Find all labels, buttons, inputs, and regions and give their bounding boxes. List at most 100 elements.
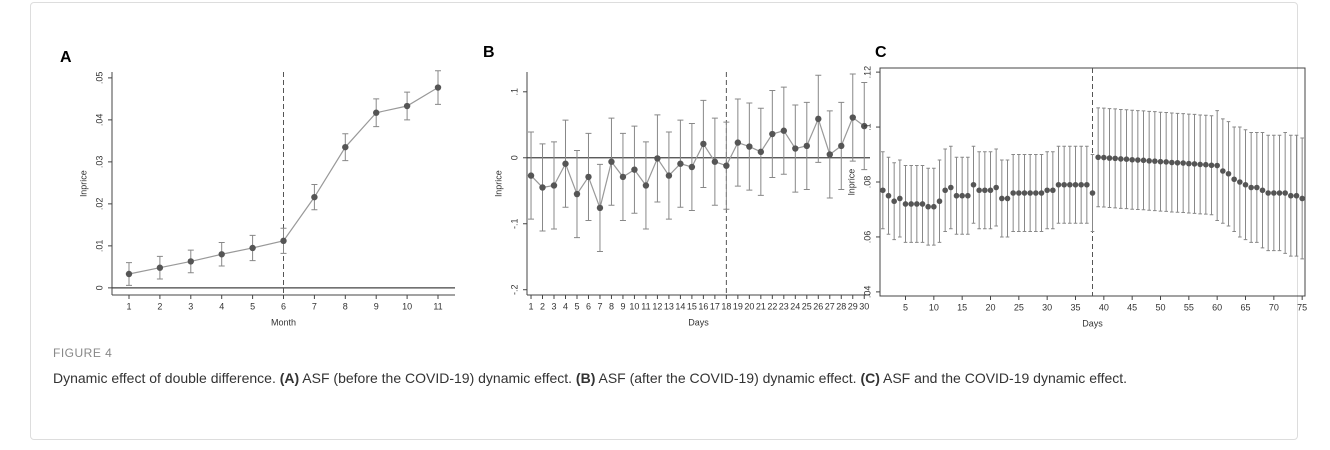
point bbox=[769, 130, 776, 138]
caption-part: ASF (before the COVID-19) dynamic effect… bbox=[299, 370, 576, 386]
x-tick-label: 21 bbox=[756, 301, 766, 311]
x-tick-label: 20 bbox=[744, 301, 754, 311]
point bbox=[1118, 156, 1124, 162]
point bbox=[711, 158, 719, 165]
point bbox=[677, 160, 684, 167]
panel-label: C bbox=[875, 44, 887, 61]
point bbox=[1157, 158, 1164, 165]
point bbox=[1072, 181, 1079, 188]
point bbox=[757, 148, 765, 156]
point bbox=[976, 187, 982, 194]
y-tick-label: .04 bbox=[862, 286, 872, 299]
x-tick-label: 10 bbox=[929, 302, 939, 312]
x-tick-label: 3 bbox=[188, 301, 193, 311]
y-tick-label: 0 bbox=[94, 285, 104, 290]
point bbox=[953, 192, 960, 199]
point bbox=[965, 192, 971, 199]
point bbox=[1214, 162, 1220, 169]
point bbox=[573, 190, 581, 198]
point bbox=[1225, 170, 1232, 177]
point bbox=[434, 84, 442, 91]
point bbox=[1271, 190, 1277, 196]
x-tick-label: 65 bbox=[1240, 302, 1250, 312]
point bbox=[1220, 168, 1226, 174]
point bbox=[849, 114, 856, 121]
x-tick-label: 12 bbox=[652, 301, 662, 311]
x-tick-label: 55 bbox=[1184, 302, 1194, 312]
x-tick-label: 10 bbox=[402, 301, 412, 311]
point bbox=[125, 270, 133, 278]
y-tick-label: .1 bbox=[862, 123, 872, 131]
point bbox=[815, 115, 822, 123]
point bbox=[1112, 155, 1118, 162]
point bbox=[1276, 190, 1283, 196]
point bbox=[897, 195, 903, 202]
point bbox=[1101, 154, 1107, 161]
x-tick-label: 4 bbox=[219, 301, 224, 311]
point bbox=[1027, 190, 1033, 196]
x-tick-label: 30 bbox=[1042, 302, 1052, 312]
point bbox=[373, 109, 380, 116]
point bbox=[1010, 190, 1016, 196]
point bbox=[1208, 162, 1215, 169]
point bbox=[1055, 181, 1062, 188]
point bbox=[1299, 195, 1305, 202]
point bbox=[700, 140, 707, 148]
point bbox=[948, 184, 954, 191]
point bbox=[1140, 157, 1147, 164]
point bbox=[1033, 190, 1039, 196]
point bbox=[780, 127, 788, 134]
point bbox=[942, 187, 948, 194]
x-tick-label: 4 bbox=[563, 301, 568, 311]
point bbox=[1152, 158, 1158, 164]
x-tick-label: 30 bbox=[859, 301, 869, 311]
point bbox=[1038, 190, 1045, 196]
x-tick-label: 8 bbox=[609, 301, 614, 311]
point bbox=[1169, 159, 1175, 166]
x-tick-label: 7 bbox=[597, 301, 602, 311]
x-tick-label: 70 bbox=[1269, 302, 1279, 312]
x-tick-label: 25 bbox=[1014, 302, 1024, 312]
point bbox=[1288, 192, 1294, 199]
y-axis-label: lnprice bbox=[846, 169, 856, 196]
x-tick-label: 11 bbox=[433, 301, 442, 311]
point bbox=[1174, 159, 1181, 166]
figure-label: FIGURE 4 bbox=[53, 346, 113, 360]
point bbox=[1129, 156, 1135, 163]
point bbox=[925, 203, 931, 210]
point bbox=[642, 182, 650, 189]
x-tick-label: 11 bbox=[641, 301, 650, 311]
point bbox=[187, 258, 194, 265]
point bbox=[1004, 195, 1011, 202]
y-tick-label: .03 bbox=[94, 156, 104, 169]
figure-caption: Dynamic effect of double difference. (A)… bbox=[53, 367, 1253, 389]
point bbox=[746, 143, 753, 150]
point bbox=[936, 198, 943, 205]
x-tick-label: 24 bbox=[790, 301, 800, 311]
point bbox=[688, 163, 696, 171]
caption-part: (C) bbox=[860, 370, 880, 386]
point bbox=[1282, 190, 1288, 196]
point bbox=[902, 201, 909, 207]
point bbox=[1242, 181, 1249, 188]
x-tick-label: 6 bbox=[281, 301, 286, 311]
point bbox=[914, 201, 920, 207]
point bbox=[562, 160, 569, 167]
y-tick-label: -.1 bbox=[509, 218, 519, 229]
y-tick-label: .05 bbox=[94, 72, 104, 85]
point bbox=[527, 172, 535, 179]
panel-label: B bbox=[483, 44, 495, 61]
point bbox=[1259, 187, 1266, 194]
figure-frame bbox=[30, 2, 1298, 440]
x-tick-label: 17 bbox=[710, 301, 720, 311]
point bbox=[1203, 161, 1209, 168]
x-tick-label: 6 bbox=[586, 301, 591, 311]
point bbox=[734, 139, 742, 146]
x-tick-label: 23 bbox=[779, 301, 789, 311]
x-tick-label: 35 bbox=[1070, 302, 1080, 312]
series-line bbox=[530, 116, 865, 210]
x-tick-label: 28 bbox=[836, 301, 846, 311]
x-tick-label: 1 bbox=[126, 301, 131, 311]
caption-part: (A) bbox=[279, 370, 300, 386]
